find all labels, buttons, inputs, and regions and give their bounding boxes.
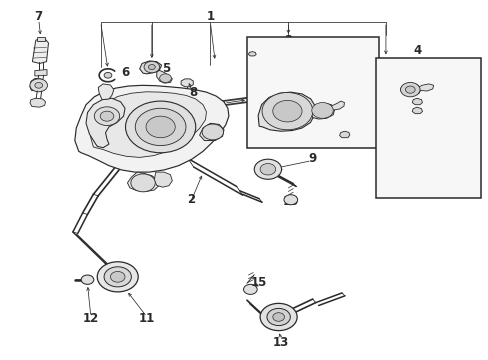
Circle shape <box>400 82 419 97</box>
Polygon shape <box>90 92 206 157</box>
Polygon shape <box>400 84 420 96</box>
Text: 6: 6 <box>121 66 129 79</box>
Text: 1: 1 <box>206 10 214 23</box>
Circle shape <box>254 159 281 179</box>
Text: 9: 9 <box>308 152 316 165</box>
Polygon shape <box>32 39 48 63</box>
Circle shape <box>110 271 125 282</box>
FancyBboxPatch shape <box>246 37 378 148</box>
Circle shape <box>146 116 175 138</box>
Text: 12: 12 <box>82 311 99 325</box>
Text: 10: 10 <box>282 195 298 208</box>
Polygon shape <box>30 78 46 91</box>
Circle shape <box>30 79 47 92</box>
Text: 13: 13 <box>272 336 288 348</box>
Circle shape <box>104 72 112 78</box>
Polygon shape <box>311 103 334 119</box>
Polygon shape <box>248 51 256 56</box>
Circle shape <box>81 275 94 284</box>
Circle shape <box>405 86 414 93</box>
Polygon shape <box>140 61 161 74</box>
Polygon shape <box>75 85 228 172</box>
Text: 5: 5 <box>162 62 170 75</box>
Circle shape <box>131 174 155 192</box>
Circle shape <box>262 93 312 130</box>
Polygon shape <box>127 172 159 192</box>
Circle shape <box>35 82 42 88</box>
Circle shape <box>243 284 257 294</box>
Circle shape <box>148 64 155 69</box>
Polygon shape <box>98 84 114 100</box>
Text: 15: 15 <box>250 276 267 289</box>
Polygon shape <box>411 107 422 114</box>
Polygon shape <box>259 163 276 175</box>
Circle shape <box>104 267 131 287</box>
Polygon shape <box>157 70 172 83</box>
Polygon shape <box>35 69 47 76</box>
Polygon shape <box>154 172 172 187</box>
Circle shape <box>202 124 223 140</box>
Polygon shape <box>411 98 422 105</box>
Circle shape <box>97 262 138 292</box>
Polygon shape <box>101 265 132 280</box>
Circle shape <box>135 108 185 145</box>
Text: 11: 11 <box>139 311 155 325</box>
Circle shape <box>125 101 195 153</box>
Polygon shape <box>417 84 433 91</box>
Text: 7: 7 <box>35 10 43 23</box>
FancyBboxPatch shape <box>375 58 480 198</box>
Circle shape <box>266 309 290 325</box>
Text: 4: 4 <box>413 44 421 57</box>
Circle shape <box>144 61 159 73</box>
Polygon shape <box>330 101 344 110</box>
Polygon shape <box>37 37 44 41</box>
Circle shape <box>100 111 114 121</box>
Text: 3: 3 <box>284 33 292 47</box>
Circle shape <box>284 195 297 205</box>
Circle shape <box>272 313 284 321</box>
Circle shape <box>260 303 297 330</box>
Circle shape <box>94 107 120 126</box>
Circle shape <box>260 163 275 175</box>
Polygon shape <box>199 123 224 140</box>
Polygon shape <box>86 98 125 148</box>
Polygon shape <box>181 79 193 87</box>
Polygon shape <box>258 92 315 131</box>
Polygon shape <box>377 140 388 146</box>
Polygon shape <box>339 131 349 138</box>
Text: 8: 8 <box>189 86 197 99</box>
Text: 14: 14 <box>391 141 408 154</box>
Text: 2: 2 <box>186 193 195 206</box>
Circle shape <box>272 100 302 122</box>
Circle shape <box>311 103 332 118</box>
Circle shape <box>159 74 171 82</box>
Polygon shape <box>30 98 45 107</box>
